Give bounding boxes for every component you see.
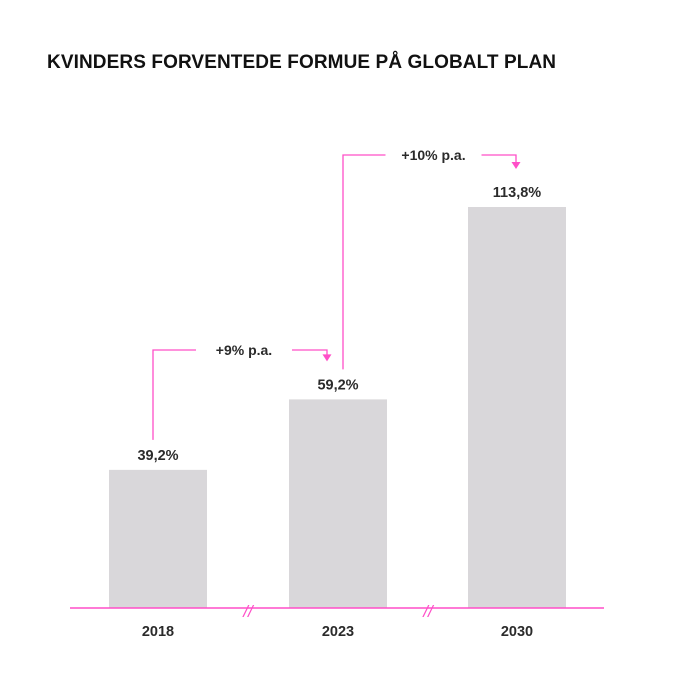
category-label-2030: 2030 — [501, 624, 533, 640]
value-label-2018: 39,2% — [137, 448, 178, 464]
axis-break-2: // — [422, 602, 435, 621]
growth-connectors — [152, 154, 521, 440]
growth-arrowhead-1 — [322, 354, 332, 362]
growth-label-2: +10% p.a. — [401, 147, 465, 163]
chart-title: KVINDERS FORVENTEDE FORMUE PÅ GLOBALT PL… — [47, 52, 557, 73]
growth-arrowhead-2 — [511, 162, 521, 169]
growth-connector-left-2 — [342, 154, 386, 370]
value-label-2023: 59,2% — [317, 377, 358, 393]
bars-group — [109, 207, 566, 608]
growth-connector-right-1 — [292, 349, 328, 356]
growth-connector-left-1 — [152, 349, 196, 440]
bar-2018 — [109, 469, 207, 608]
value-label-2030: 113,8% — [493, 185, 541, 201]
bar-2030 — [468, 207, 566, 608]
axis-breaks-group: // // — [242, 602, 435, 621]
growth-label-1: +9% p.a. — [216, 342, 272, 358]
axis-break-1: // — [242, 602, 255, 621]
category-label-2023: 2023 — [322, 624, 354, 640]
growth-connector-right-2 — [481, 154, 517, 163]
labels-group: 39,2% 2018 59,2% 2023 113,8% 2030 +9% p.a. +10%… — [137, 147, 541, 640]
category-label-2018: 2018 — [142, 624, 174, 640]
bar-2023 — [289, 399, 387, 608]
